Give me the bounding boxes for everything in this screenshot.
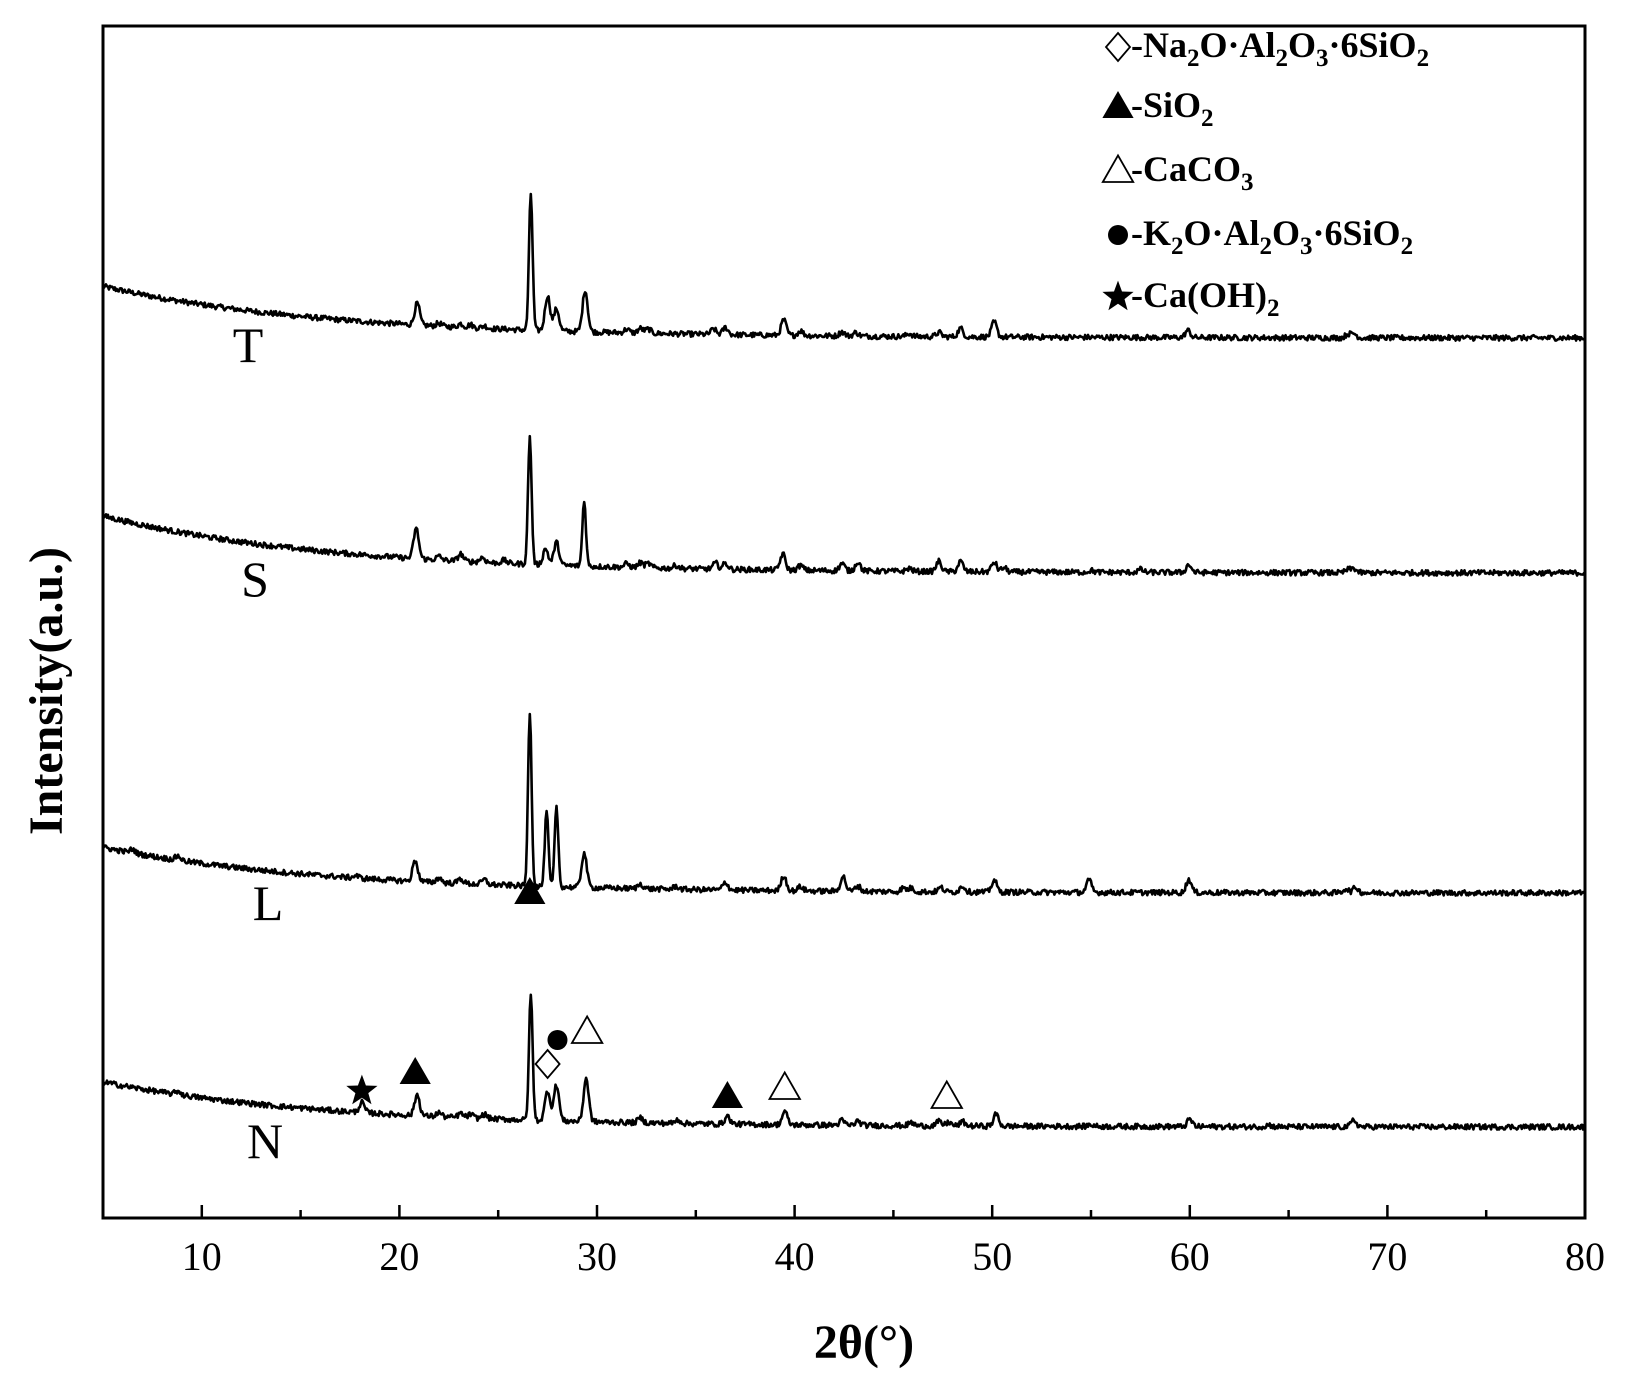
x-axis-title: 2θ(°) <box>814 1316 914 1369</box>
plot-frame <box>101 24 1587 1220</box>
x-tick-label-60: 60 <box>1170 1234 1210 1279</box>
legend-label-1: -SiO2 <box>1131 85 1214 132</box>
x-axis-ticks: 10 20 30 40 50 60 70 80 <box>182 1205 1605 1279</box>
series-line-L <box>101 712 1587 897</box>
x-tick-label-50: 50 <box>972 1234 1012 1279</box>
x-tick-label-70: 70 <box>1367 1234 1407 1279</box>
legend-symbol-filled-triangle <box>1102 91 1134 118</box>
legend-label-4: -Ca(OH)2 <box>1131 275 1279 322</box>
x-tick-label-80: 80 <box>1565 1234 1605 1279</box>
x-tick-label-10: 10 <box>182 1234 222 1279</box>
legend-symbol-filled-star <box>1102 280 1134 311</box>
peak-marker-filled-star-0 <box>346 1074 378 1105</box>
legend-label-0: -Na2O·Al2O3·6SiO2 <box>1131 25 1429 72</box>
legend: -Na2O·Al2O3·6SiO2 -SiO2 -CaCO3 -K2O·Al2O3·6… <box>1101 25 1429 322</box>
series-label-S: S <box>241 551 269 607</box>
peak-marker-filled-triangle-1 <box>399 1057 431 1084</box>
sample-labels-layer: T S L N <box>233 317 284 1169</box>
series-line-S <box>101 434 1586 577</box>
peak-markers-layer <box>346 877 964 1109</box>
legend-label-2: -CaCO3 <box>1131 149 1254 196</box>
peak-marker-filled-triangle-2 <box>514 877 546 904</box>
x-tick-label-30: 30 <box>577 1234 617 1279</box>
legend-symbol-filled-circle <box>1108 225 1128 245</box>
peak-marker-filled-triangle-6 <box>711 1081 744 1108</box>
legend-label-3: -K2O·Al2O3·6SiO2 <box>1131 213 1413 260</box>
series-line-N <box>101 993 1587 1131</box>
series-line-T <box>101 192 1586 342</box>
y-axis-title: Intensity(a.u.) <box>20 547 73 835</box>
legend-symbol-open-triangle <box>1101 153 1135 183</box>
peak-marker-open-triangle-5 <box>570 1014 604 1044</box>
peak-marker-open-triangle-8 <box>930 1079 964 1109</box>
series-label-L: L <box>253 875 284 931</box>
peak-marker-open-triangle-7 <box>767 1070 802 1100</box>
x-tick-label-20: 20 <box>379 1234 419 1279</box>
x-tick-label-40: 40 <box>775 1234 815 1279</box>
series-label-T: T <box>233 317 264 373</box>
peak-marker-filled-circle-4 <box>547 1030 568 1050</box>
curves-layer <box>101 192 1587 1131</box>
peak-marker-open-diamond-3 <box>534 1048 561 1080</box>
series-label-N: N <box>247 1113 283 1169</box>
legend-symbol-open-diamond <box>1104 31 1132 63</box>
